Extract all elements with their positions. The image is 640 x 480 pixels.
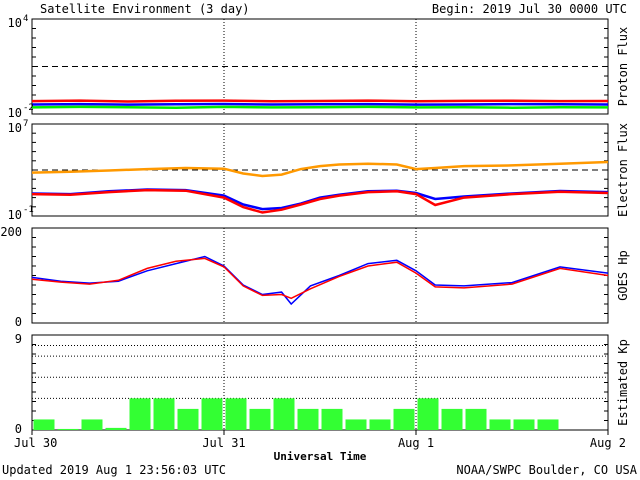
kp-bar bbox=[537, 419, 559, 430]
series-line bbox=[31, 255, 609, 306]
y-tick-label: 10 bbox=[8, 208, 22, 222]
x-tick-label: Aug 2 bbox=[590, 436, 626, 450]
panel-label: GOES Hp bbox=[616, 250, 630, 301]
y-tick-label: 0 bbox=[15, 422, 22, 436]
series-line bbox=[31, 160, 609, 178]
y-tick-label: 9 bbox=[15, 332, 22, 346]
kp-bar bbox=[513, 419, 535, 430]
kp-bar bbox=[129, 398, 151, 430]
series-line bbox=[31, 102, 609, 106]
y-tick-label: 10 bbox=[8, 16, 22, 30]
x-tick-label: Aug 1 bbox=[398, 436, 434, 450]
panel-frame bbox=[31, 227, 609, 324]
kp-bar bbox=[81, 419, 103, 430]
kp-bar bbox=[393, 408, 415, 430]
kp-bar bbox=[465, 408, 487, 430]
kp-bar bbox=[201, 398, 223, 430]
chart-title: Satellite Environment (3 day) bbox=[40, 2, 250, 16]
y-tick-label: 10 bbox=[8, 121, 22, 135]
begin-label: Begin: 2019 Jul 30 0000 UTC bbox=[432, 2, 627, 16]
kp-bar bbox=[321, 408, 343, 430]
x-axis: Jul 30 Jul 31 Aug 1 Aug 2 bbox=[14, 430, 626, 450]
series-line bbox=[31, 99, 609, 103]
y-tick-exponent: 7 bbox=[23, 119, 28, 129]
panel-hp: 200 0 GOES Hp bbox=[0, 225, 630, 329]
kp-bar bbox=[369, 419, 391, 430]
kp-bar bbox=[225, 398, 247, 430]
x-tick-label: Jul 30 bbox=[14, 436, 57, 450]
panel-kp: 9 0 Estimated Kp bbox=[15, 332, 630, 436]
kp-bar bbox=[273, 398, 295, 430]
kp-bar bbox=[297, 408, 319, 430]
kp-bar bbox=[153, 398, 175, 430]
kp-bar bbox=[177, 408, 199, 430]
kp-bar bbox=[441, 408, 463, 430]
panel-label: Estimated Kp bbox=[616, 339, 630, 426]
y-tick-exponent: -1 bbox=[23, 205, 34, 215]
y-tick-label: 10 bbox=[8, 106, 22, 120]
series-line bbox=[31, 188, 609, 214]
x-tick-label: Jul 31 bbox=[202, 436, 245, 450]
series-line bbox=[31, 105, 609, 109]
kp-bar bbox=[489, 419, 511, 430]
kp-bar bbox=[33, 419, 55, 430]
y-tick-exponent: 4 bbox=[23, 14, 28, 24]
panel-label: Proton Flux bbox=[616, 27, 630, 106]
y-tick-label: 200 bbox=[0, 225, 22, 239]
updated-label: Updated 2019 Aug 1 23:56:03 UTC bbox=[2, 463, 226, 477]
kp-bar bbox=[249, 408, 271, 430]
kp-bar bbox=[345, 419, 367, 430]
kp-bar bbox=[105, 427, 127, 430]
x-axis-label: Universal Time bbox=[274, 450, 367, 463]
kp-bar bbox=[417, 398, 439, 430]
panel-label: Electron Flux bbox=[616, 123, 630, 217]
series-line bbox=[31, 257, 609, 300]
credit-label: NOAA/SWPC Boulder, CO USA bbox=[456, 463, 637, 477]
kp-bar bbox=[57, 428, 79, 430]
y-tick-exponent: -2 bbox=[23, 103, 34, 113]
panel-frame bbox=[31, 334, 609, 431]
y-tick-label: 0 bbox=[15, 315, 22, 329]
